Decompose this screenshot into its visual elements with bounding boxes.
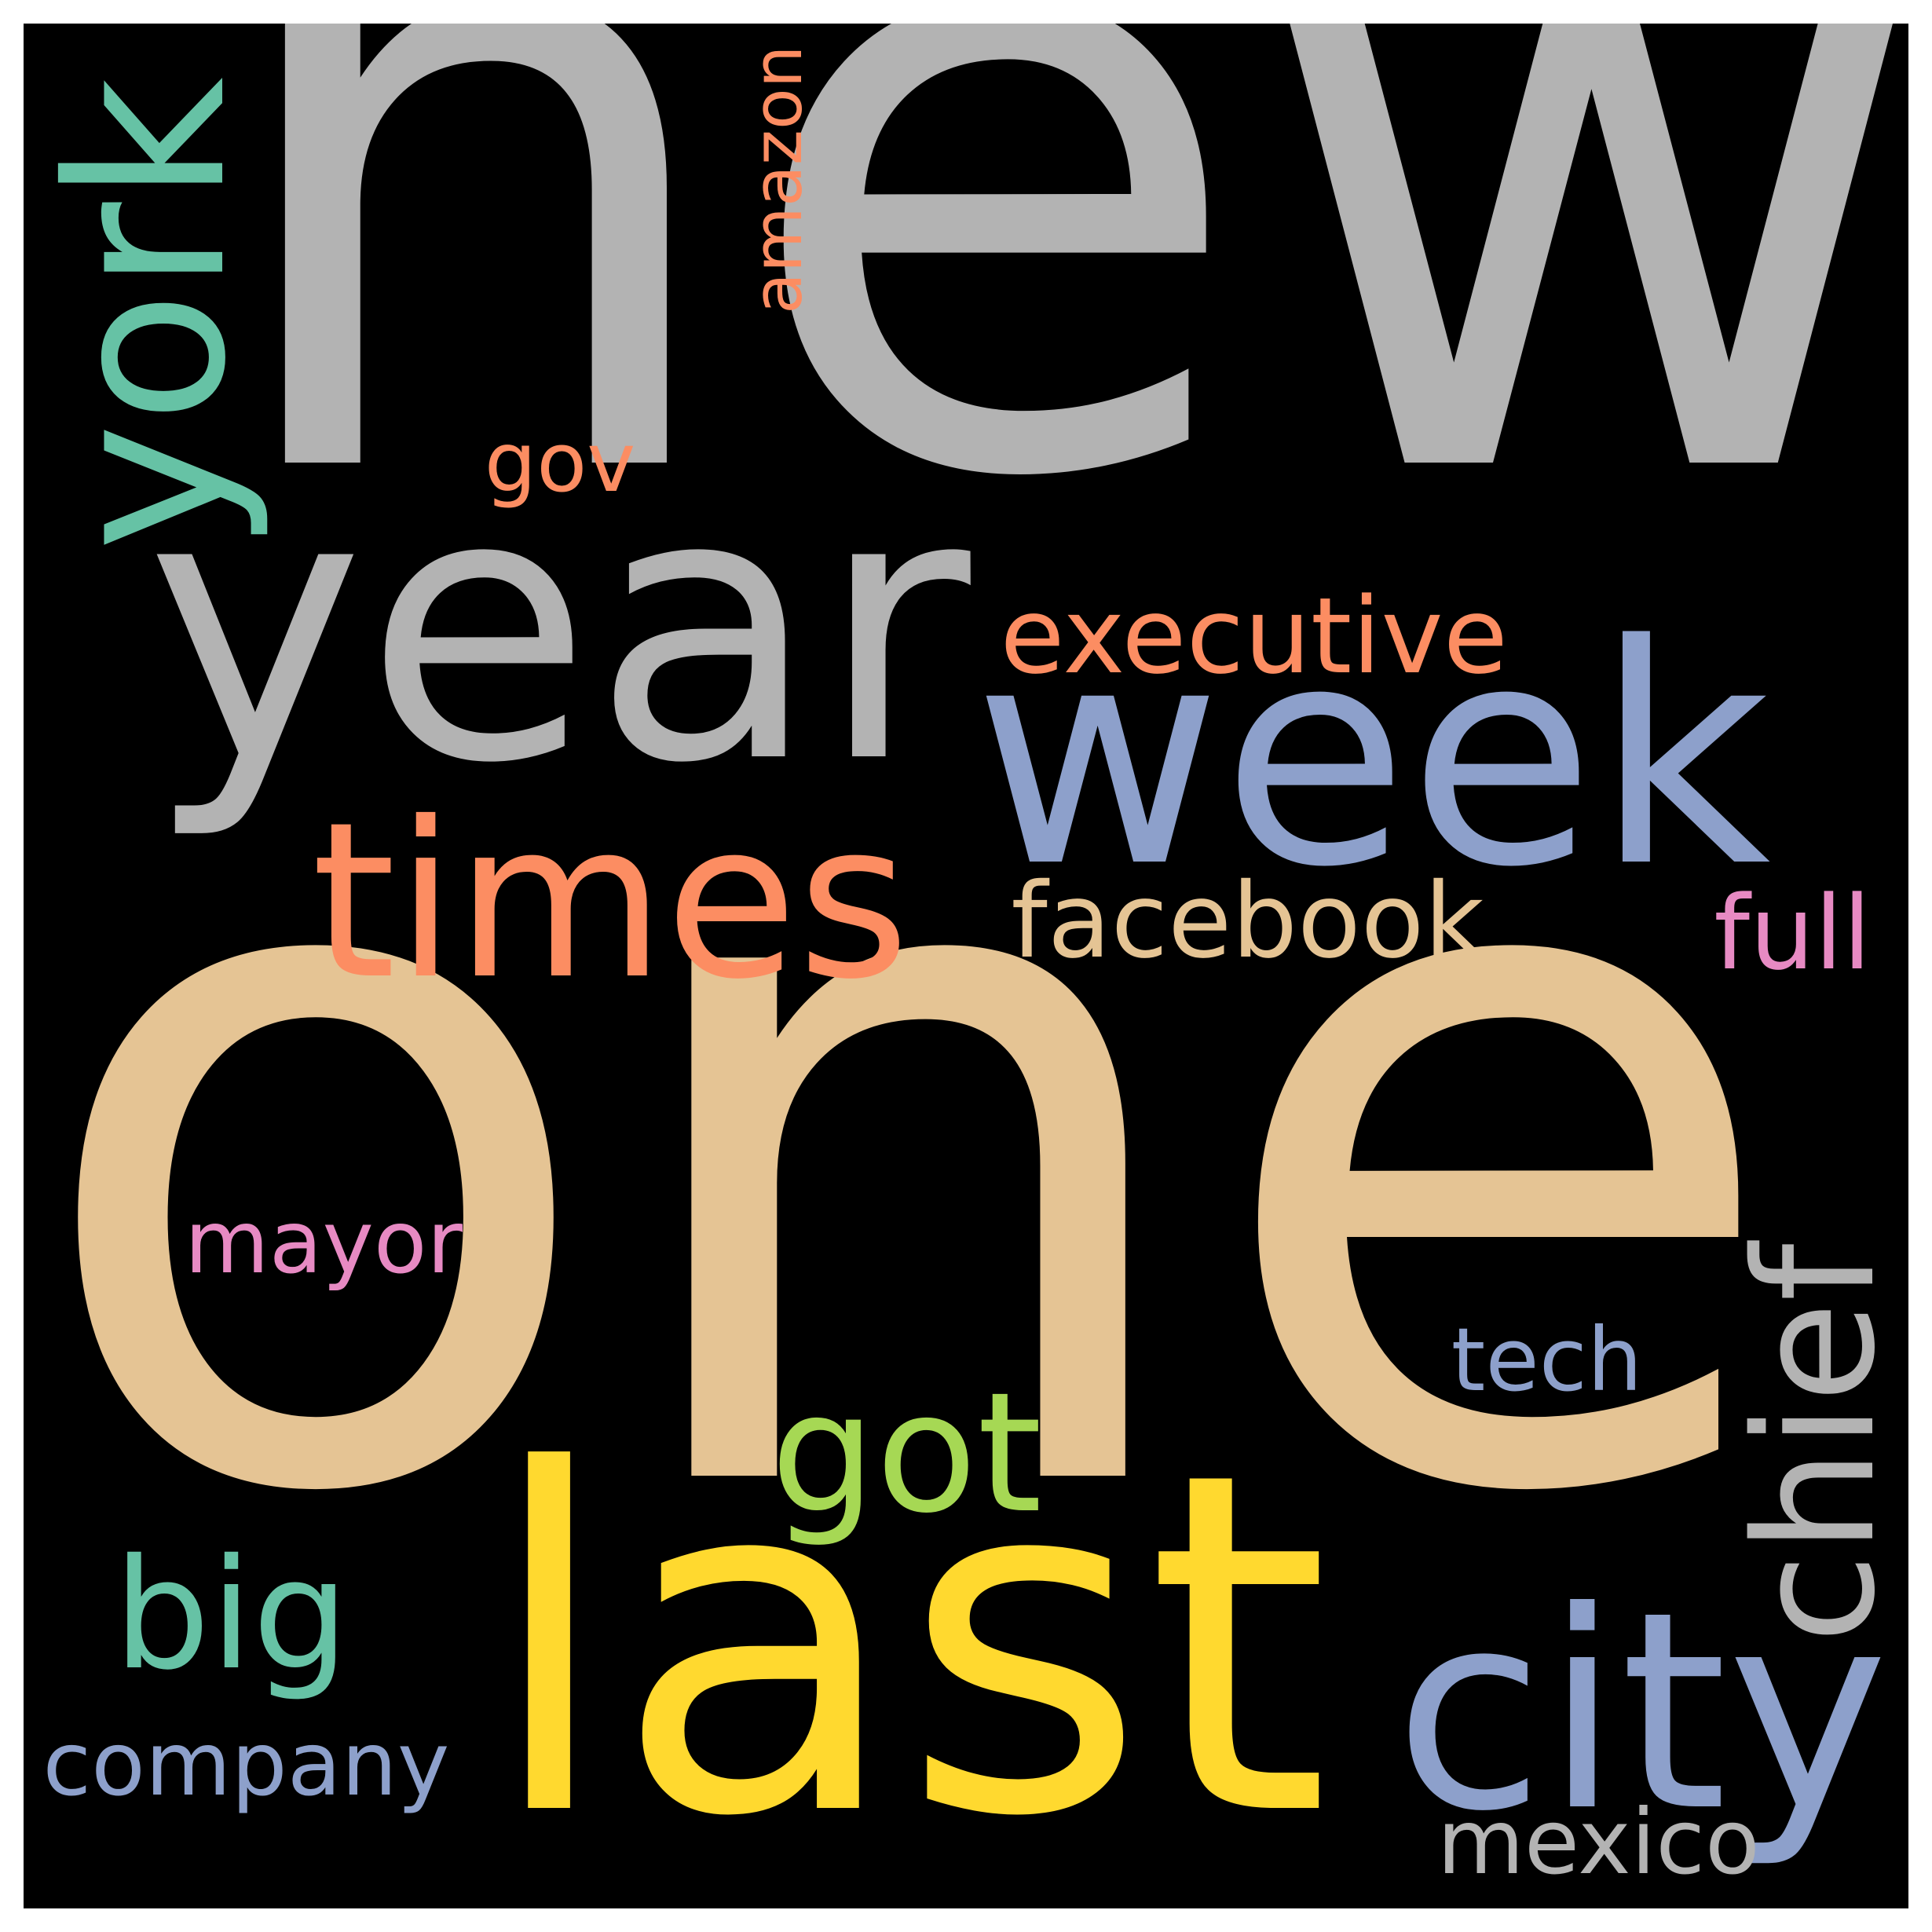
word-chief: chief (1719, 1242, 1908, 1644)
word-got: got (770, 1356, 1042, 1550)
word-executive: executive (1000, 574, 1508, 697)
word-amazon: amazon (739, 45, 818, 314)
word-last: last (483, 1371, 1330, 1908)
word-company: company (42, 1713, 450, 1817)
word-full: full (1714, 873, 1872, 993)
word-city: city (1394, 1553, 1889, 1871)
word-mayor: mayor (185, 1192, 463, 1294)
word-mexico: mexico (1436, 1790, 1760, 1895)
word-week: week (973, 580, 1771, 935)
word-year: year (145, 413, 971, 844)
word-new: new (209, 24, 1908, 660)
word-gov: gov (484, 414, 636, 510)
word-cloud: new one york year week times last city b… (24, 24, 1908, 1908)
word-one: one (25, 595, 1789, 1700)
word-times: times (311, 776, 910, 1027)
word-facebook: facebook (1011, 862, 1484, 982)
word-big: big (113, 1526, 349, 1704)
word-tech: tech (1451, 1309, 1643, 1411)
